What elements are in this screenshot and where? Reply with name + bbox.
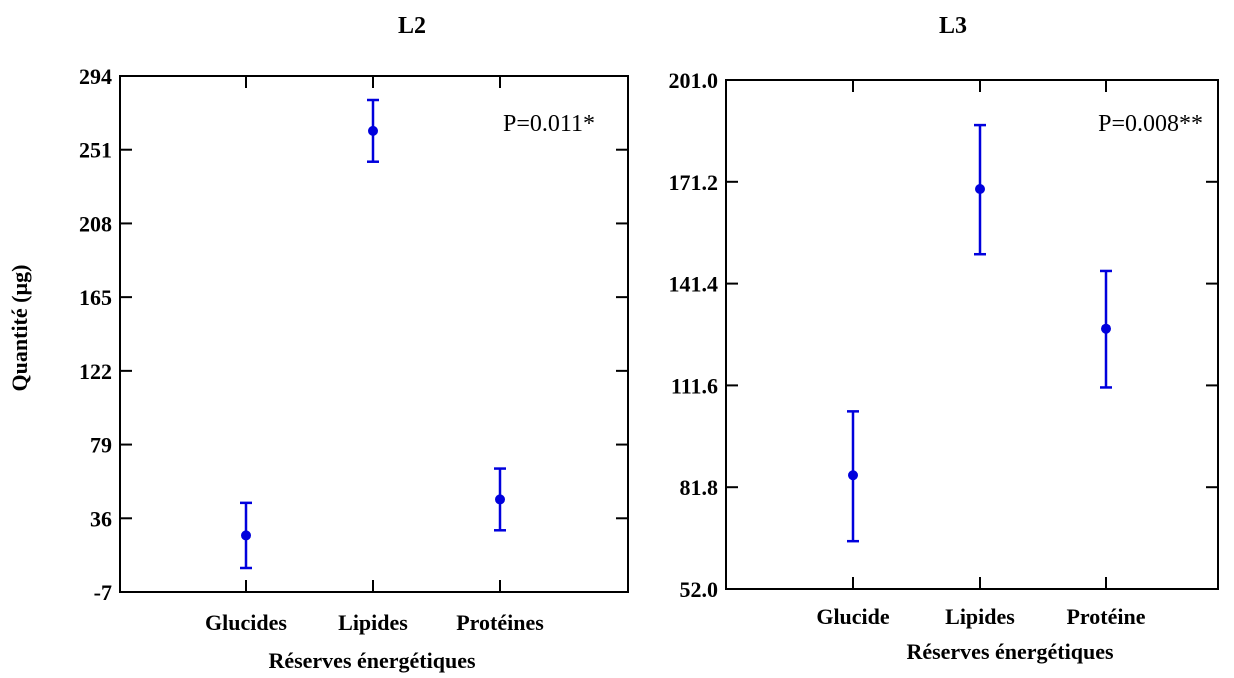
y-tick-label: 141.4 (669, 272, 719, 297)
data-marks (240, 100, 506, 568)
y-tick-label: 251 (79, 138, 112, 163)
x-category-label: Lipides (945, 604, 1015, 629)
x-category-label: Lipides (338, 610, 408, 635)
mean-point (848, 470, 858, 480)
y-tick-label: 122 (79, 359, 112, 384)
p-value-annotation: P=0.011* (503, 111, 595, 137)
chart-title: L3 (939, 13, 967, 39)
y-tick-label: 208 (79, 211, 112, 236)
x-category-label: Protéine (1066, 604, 1145, 629)
y-tick-label: 36 (90, 506, 112, 531)
mean-point (495, 494, 505, 504)
y-tick-label: 79 (90, 433, 112, 458)
data-marks (847, 125, 1112, 541)
x-axis-label: Réserves énergétiques (268, 648, 476, 673)
x-category-label: Protéines (456, 610, 544, 635)
mean-point (1101, 324, 1111, 334)
chart-panel-l3: L3 Réserves énergétiques P=0.008** 201.0… (669, 13, 1219, 664)
p-value-annotation: P=0.008** (1098, 111, 1203, 137)
y-tick-label: 81.8 (680, 475, 719, 500)
chart-title: L2 (398, 13, 426, 39)
y-tick-label: 201.0 (669, 68, 719, 93)
y-tick-label: 165 (79, 285, 112, 310)
y-tick-label: -7 (94, 580, 112, 605)
y-ticks: 201.0 171.2 141.4 111.6 81.8 52.0 (669, 68, 1219, 602)
plot-frame (726, 80, 1218, 589)
x-category-label: Glucide (816, 604, 890, 629)
y-tick-label: 294 (79, 64, 112, 89)
x-axis-label: Réserves énergétiques (906, 639, 1114, 664)
chart-panel-l2: L2 Quantité (µg) Réserves énergétiques P… (7, 13, 628, 673)
y-tick-label: 171.2 (669, 170, 719, 195)
mean-point (975, 184, 985, 194)
x-categories: Glucides Lipides Protéines (205, 76, 544, 635)
x-category-label: Glucides (205, 610, 287, 635)
y-tick-label: 52.0 (680, 577, 719, 602)
y-axis-label: Quantité (µg) (7, 265, 32, 392)
y-tick-label: 111.6 (671, 373, 718, 398)
y-ticks: 294 251 208 165 122 79 36 -7 (79, 64, 628, 605)
mean-point (368, 126, 378, 136)
mean-point (241, 530, 251, 540)
